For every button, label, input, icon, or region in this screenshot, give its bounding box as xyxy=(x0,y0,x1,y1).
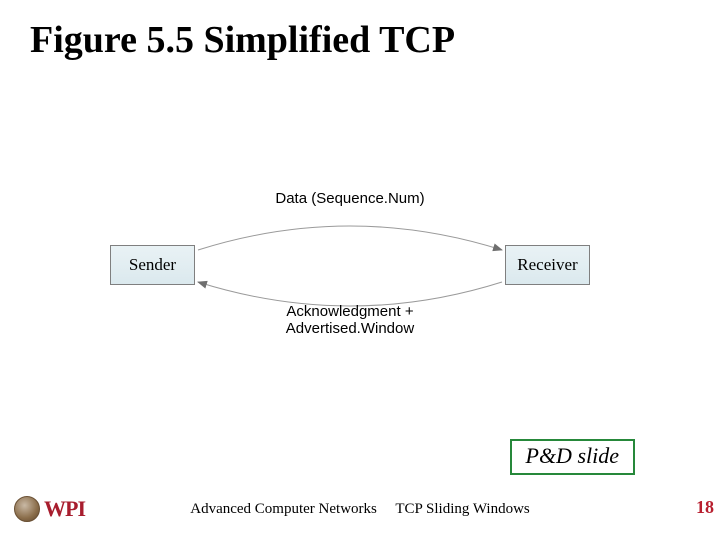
slide: Figure 5.5 Simplified TCP Data (Sequence… xyxy=(0,0,720,540)
edge-label-ack-line2: Advertised.Window xyxy=(286,320,414,337)
node-sender-label: Sender xyxy=(129,255,176,275)
footer-course: Advanced Computer Networks xyxy=(190,501,377,517)
page-number: 18 xyxy=(696,497,714,518)
node-receiver: Receiver xyxy=(505,245,590,285)
edge-label-ack-line1: Acknowledgment + xyxy=(286,303,413,320)
node-receiver-label: Receiver xyxy=(517,255,577,275)
edge-label-ack: Acknowledgment + Advertised.Window xyxy=(110,303,590,338)
slide-title: Figure 5.5 Simplified TCP xyxy=(30,18,455,62)
node-sender: Sender xyxy=(110,245,195,285)
footer-topic: TCP Sliding Windows xyxy=(395,501,529,517)
pd-slide-badge: P&D slide xyxy=(510,439,636,475)
tcp-diagram: Data (Sequence.Num) Sender Receiver Ackn… xyxy=(110,190,590,340)
footer-center-text: Advanced Computer Networks TCP Sliding W… xyxy=(0,501,720,518)
footer: WPI Advanced Computer Networks TCP Slidi… xyxy=(0,490,720,522)
